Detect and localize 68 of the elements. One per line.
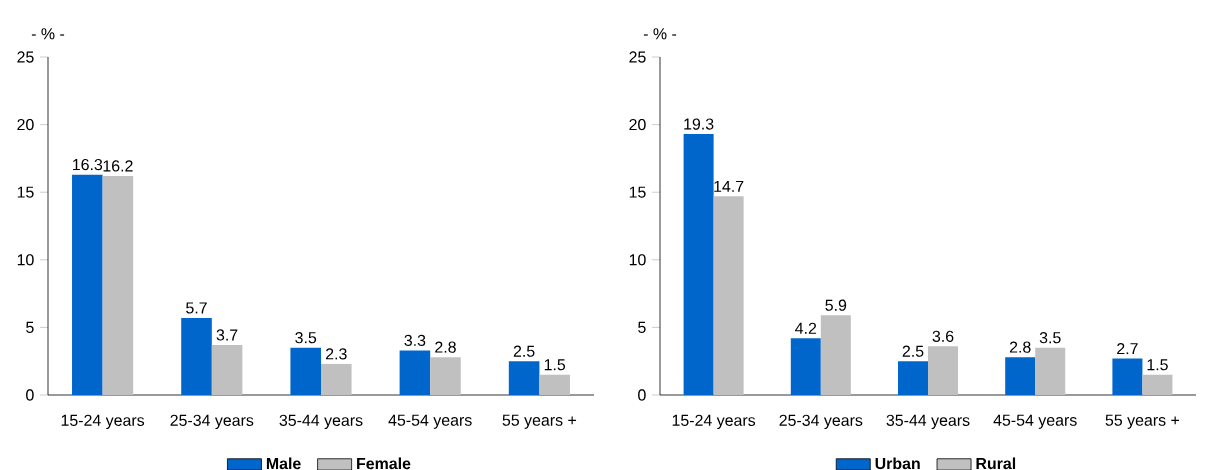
bar: [211, 344, 243, 395]
data-label: 2.8: [435, 341, 456, 353]
data-label: 16.2: [103, 160, 133, 172]
bar: [508, 361, 540, 395]
bar: [321, 363, 352, 395]
bar: [897, 361, 929, 395]
data-label: 2.7: [1117, 342, 1138, 355]
y-tick-label: 25: [17, 51, 34, 63]
data-label: 3.3: [404, 334, 426, 346]
legend-label: Urban: [875, 457, 920, 470]
bar: [539, 374, 570, 395]
y-tick-label: 10: [17, 254, 34, 266]
x-tick-label: 35-44 years: [886, 414, 970, 430]
bar: [72, 174, 103, 395]
legend-label: Male: [266, 457, 301, 470]
bar: [1112, 358, 1143, 395]
y-tick-label: 20: [629, 118, 646, 131]
data-label: 3.5: [295, 332, 317, 344]
x-tick-label: 25-34 years: [170, 414, 254, 430]
y-tick-label: 25: [629, 51, 646, 63]
y-tick-label: 5: [638, 321, 646, 333]
x-tick-label: 45-54 years: [993, 414, 1077, 429]
data-label: 2.5: [513, 345, 535, 357]
bar: [683, 134, 714, 395]
data-label: 1.5: [1147, 359, 1168, 371]
y-axis-title: - % -: [31, 28, 65, 40]
bar: [1142, 374, 1173, 395]
bar: [1005, 357, 1036, 395]
y-axis-title: - % -: [643, 28, 677, 40]
y-tick-label: 10: [629, 254, 646, 266]
data-label: 5.7: [186, 302, 207, 314]
data-label: 3.7: [216, 329, 238, 341]
bar: [1035, 347, 1066, 395]
x-tick-label: 35-44 years: [279, 414, 363, 430]
data-label: 16.3: [73, 158, 103, 171]
x-tick-label: 15-24 years: [61, 414, 145, 430]
data-label: 3.6: [932, 330, 954, 342]
data-label: 4.2: [795, 322, 817, 334]
x-tick-label: 15-24 years: [672, 414, 756, 430]
y-tick-label: 0: [26, 389, 34, 401]
x-tick-label: 55 years +: [1105, 414, 1180, 429]
bar: [713, 196, 744, 395]
y-tick-label: 15: [17, 186, 34, 198]
y-tick-label: 20: [17, 118, 34, 131]
bar: [399, 350, 431, 395]
data-label: 3.5: [1039, 332, 1061, 344]
bar: [928, 346, 959, 395]
y-tick-label: 0: [638, 389, 646, 401]
data-label: 5.9: [825, 299, 847, 311]
legend-label: Female: [357, 457, 411, 470]
x-tick-label: 55 years +: [502, 414, 577, 429]
bar: [181, 317, 212, 395]
bar: [820, 315, 851, 395]
data-label: 1.5: [544, 359, 566, 371]
y-tick-label: 15: [629, 186, 646, 198]
x-tick-label: 45-54 years: [388, 414, 472, 429]
data-label: 14.7: [714, 180, 744, 192]
y-tick-label: 5: [26, 321, 34, 333]
data-label: 2.8: [1009, 341, 1031, 353]
bar: [430, 357, 461, 395]
data-label: 2.5: [902, 345, 924, 357]
legend-label: Rural: [976, 457, 1016, 470]
data-label: 2.3: [326, 348, 347, 360]
x-tick-label: 25-34 years: [779, 414, 863, 430]
bar: [790, 338, 821, 395]
bar: [102, 175, 134, 395]
bar: [290, 347, 321, 395]
data-label: 19.3: [684, 118, 714, 130]
